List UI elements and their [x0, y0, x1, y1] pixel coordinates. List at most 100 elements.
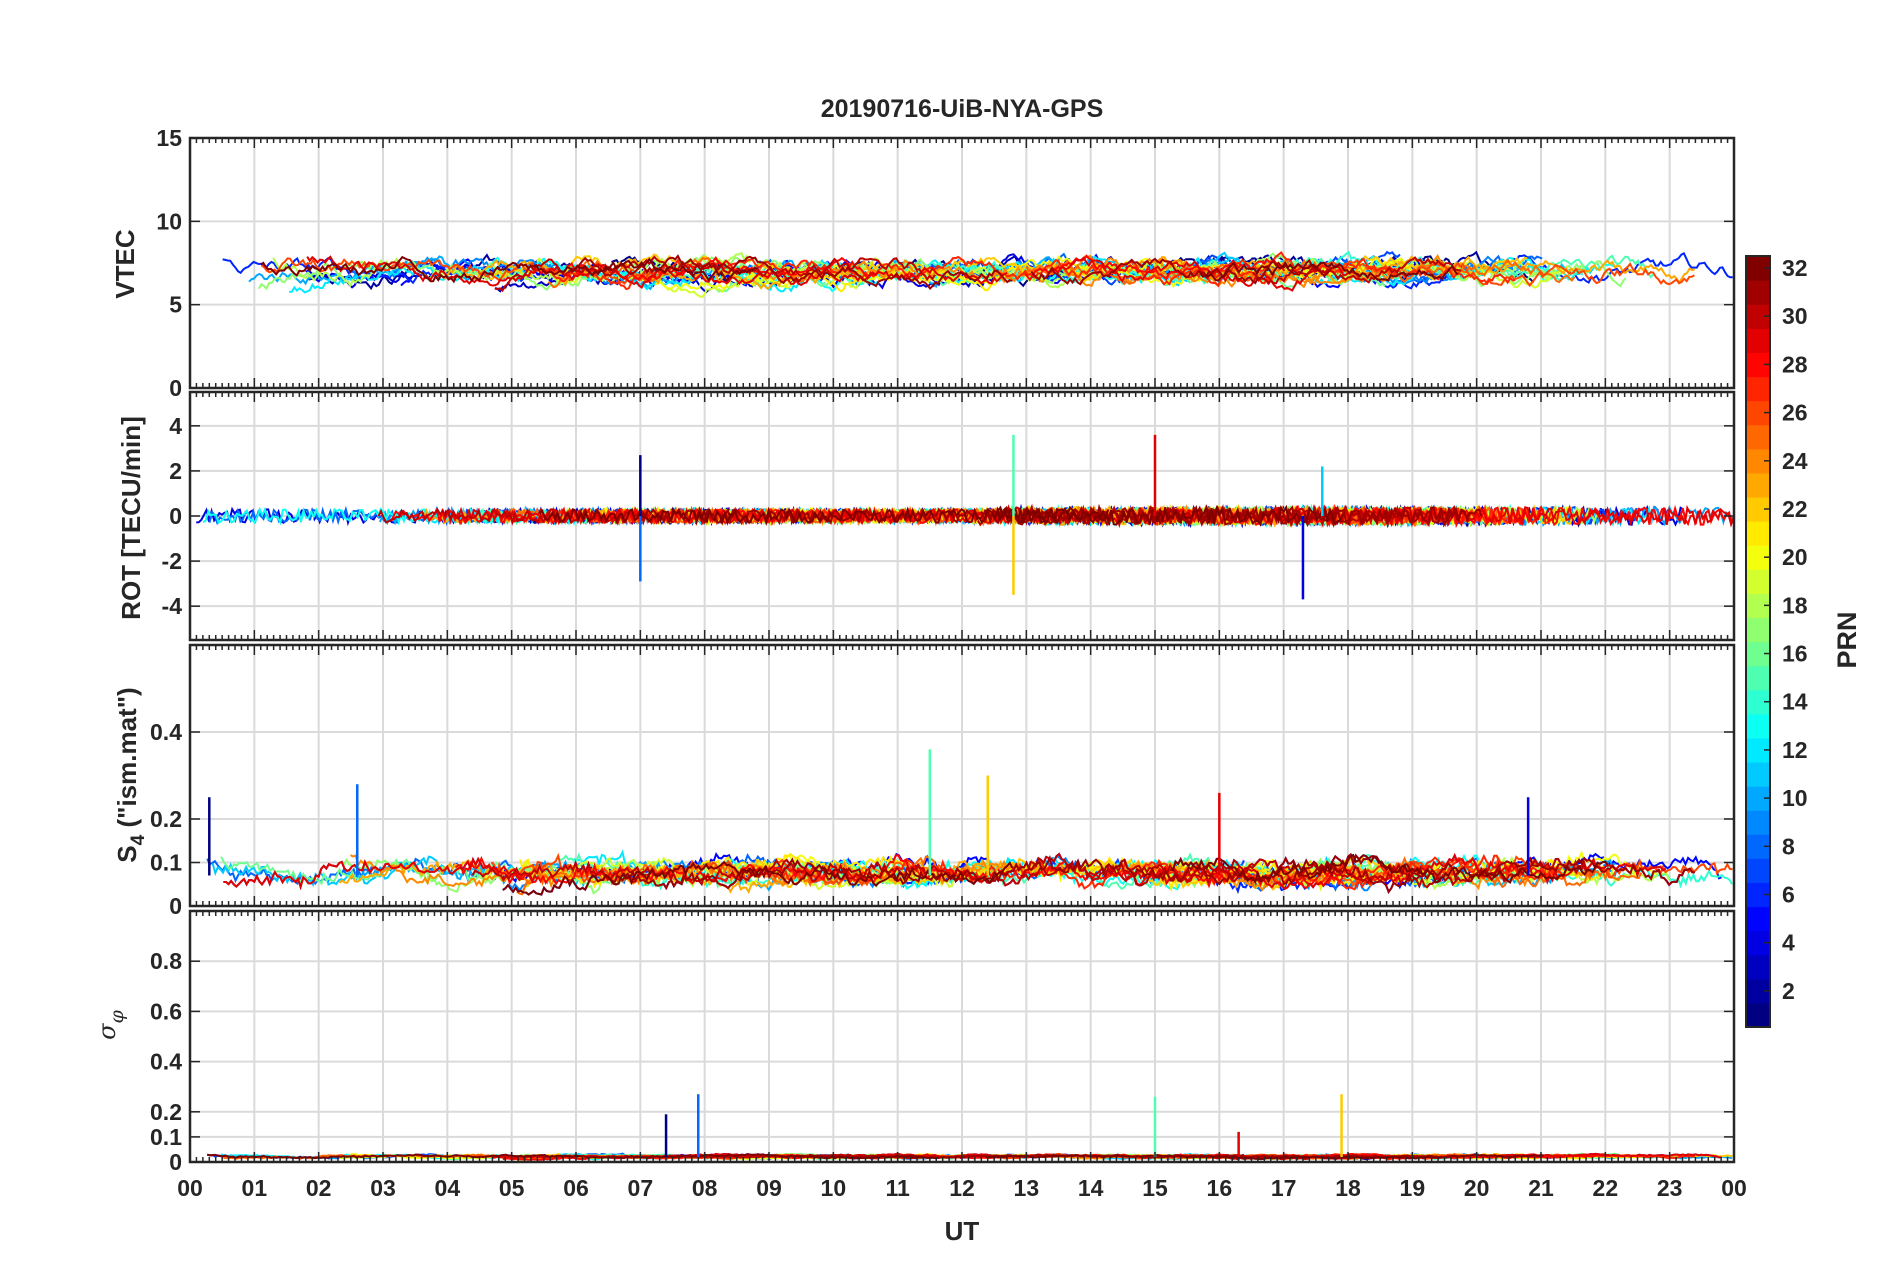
colorbar-swatch	[1746, 376, 1770, 402]
x-tick-label: 16	[1207, 1175, 1233, 1201]
colorbar-tick-label: 28	[1782, 351, 1808, 377]
x-tick-label: 21	[1528, 1175, 1554, 1201]
colorbar-swatch	[1746, 761, 1770, 787]
vtec-panel: 0 5 10 15	[156, 125, 1736, 401]
colorbar-tick-label: 2	[1782, 978, 1795, 1004]
colorbar-swatch	[1746, 954, 1770, 980]
colorbar-swatch	[1746, 906, 1770, 932]
series-group	[206, 1094, 1733, 1161]
colorbar-frame	[1745, 255, 1771, 1028]
colorbar-swatch	[1746, 665, 1770, 691]
x-tick-label: 22	[1593, 1175, 1619, 1201]
colorbar-tick-label: 32	[1782, 255, 1808, 281]
colorbar-tick-label: 26	[1782, 400, 1808, 426]
prn-series-line	[454, 854, 995, 886]
s4-panel: 0 0.1 0.2 0.4	[150, 643, 1736, 919]
x-tick-label: 02	[306, 1175, 332, 1201]
x-tick-label: 13	[1014, 1175, 1040, 1201]
prn-series-line	[377, 507, 650, 526]
y-tick-label: 2	[169, 458, 182, 484]
x-tick-label: 23	[1657, 1175, 1683, 1201]
colorbar-swatch	[1746, 810, 1770, 835]
y-tick-label: 10	[156, 208, 182, 234]
prn-series-line	[1023, 254, 1286, 282]
prn-series-line	[548, 255, 1276, 291]
y-tick-label: 0	[169, 1149, 182, 1175]
prn-series-line	[206, 1153, 936, 1160]
y-tick-label: 0	[169, 375, 182, 401]
s4-ylabel: S4 ("ism.mat")	[112, 687, 149, 862]
rot-panel: -4 -2 0 2 4	[162, 390, 1736, 642]
series-group	[222, 250, 1733, 299]
series-group	[196, 434, 1735, 600]
prn-series-line	[1318, 258, 1695, 288]
colorbar-tick-label: 8	[1782, 833, 1795, 859]
prn-series-line	[608, 852, 1428, 891]
x-tick-label: 18	[1335, 1175, 1361, 1201]
y-tick-label: 0.4	[150, 719, 182, 745]
colorbar-tick-label: 12	[1782, 737, 1808, 763]
chart-title: 20190716-UiB-NYA-GPS	[821, 95, 1104, 123]
colorbar-tick-label: 20	[1782, 544, 1808, 570]
y-tick-label: 0.2	[150, 806, 182, 832]
x-tick-labels: 00 01 02 03 04 05 06 07 08 09 10 11 12 13 14 15 16 17 18 19…	[177, 1175, 1747, 1201]
vtec-ylabel: VTEC	[110, 229, 140, 299]
prn-series-line	[490, 852, 871, 888]
prn-series-line	[260, 255, 758, 284]
prn-series-line	[223, 856, 539, 891]
colorbar-swatch	[1746, 1002, 1770, 1028]
colorbar-swatch	[1746, 569, 1770, 594]
colorbar-swatch	[1746, 472, 1770, 498]
x-tick-label: 09	[756, 1175, 782, 1201]
x-tick-label: 17	[1271, 1175, 1297, 1201]
colorbar-label: PRN	[1832, 611, 1862, 668]
y-tick-label: 0.1	[150, 1124, 182, 1150]
y-tick-label: 0	[169, 503, 182, 529]
y-tick-label: 0	[169, 893, 182, 919]
colorbar-swatch	[1746, 617, 1770, 643]
prn-series-line	[1274, 856, 1695, 894]
colorbar-tick-label: 4	[1782, 930, 1795, 956]
y-tick-label: 15	[156, 125, 182, 151]
y-tick-label: 0.6	[150, 998, 182, 1024]
x-tick-label: 15	[1142, 1175, 1168, 1201]
prn-series-line	[1264, 504, 1735, 528]
y-tick-label: 5	[169, 292, 182, 318]
prn-series-line	[1127, 852, 1531, 887]
y-tick-label: 0.4	[150, 1049, 182, 1075]
prn-series-line	[572, 254, 1013, 291]
x-tick-label: 01	[242, 1175, 268, 1201]
x-tick-label: 11	[886, 1175, 911, 1201]
x-tick-label: 00	[1721, 1175, 1747, 1201]
x-tick-label: 08	[692, 1175, 718, 1201]
colorbar-swatch	[1746, 424, 1770, 450]
prn-series-line	[1333, 254, 1528, 281]
colorbar-tick-label: 16	[1782, 641, 1808, 667]
colorbar-swatch	[1746, 713, 1770, 739]
prn-series-line	[1020, 852, 1588, 889]
x-tick-label: 10	[821, 1175, 847, 1201]
x-tick-label: 14	[1078, 1175, 1104, 1201]
colorbar-swatch	[1746, 858, 1770, 884]
colorbar-tick-label: 22	[1782, 496, 1808, 522]
prn-series-line	[990, 262, 1386, 288]
x-axis-label: UT	[945, 1216, 980, 1246]
sigma-panel: 00.10.2 0.4 0.6 0.8	[150, 909, 1736, 1175]
prn-series-line	[1199, 261, 1459, 282]
x-tick-label: 12	[949, 1175, 975, 1201]
colorbar-swatch	[1746, 521, 1770, 546]
prn-series-line	[997, 504, 1344, 527]
prn-series-line	[471, 858, 1256, 887]
rot-ylabel: ROT [TECU/min]	[116, 416, 146, 620]
x-tick-label: 04	[435, 1175, 461, 1201]
prn-series-line	[494, 255, 936, 293]
x-tick-label: 19	[1400, 1175, 1426, 1201]
colorbar-tick-label: 14	[1782, 689, 1808, 715]
prn-series-line	[516, 855, 971, 896]
y-tick-label: 0.2	[150, 1099, 182, 1125]
prn-series-line	[1252, 256, 1462, 286]
y-tick-label: -4	[162, 593, 183, 619]
x-tick-label: 06	[563, 1175, 589, 1201]
x-tick-label: 03	[370, 1175, 396, 1201]
